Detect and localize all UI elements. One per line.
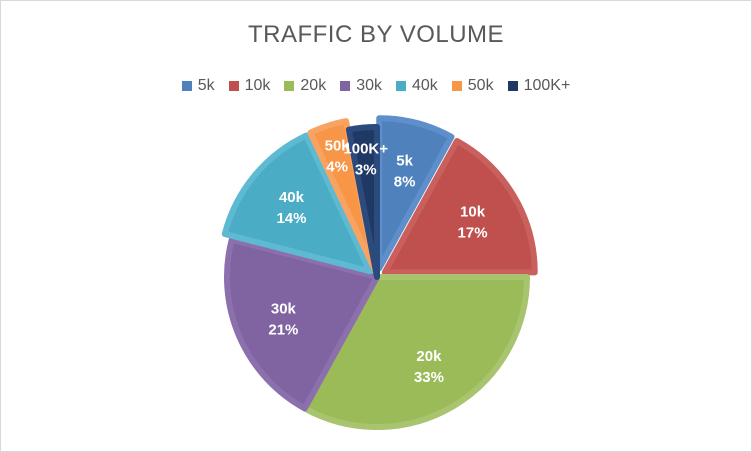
- legend-item: 100K+: [507, 77, 571, 95]
- data-label-category: 30k: [271, 301, 297, 318]
- legend-item: 40k: [395, 77, 438, 95]
- pie-slice-50k: [307, 118, 378, 272]
- pie-slice-10k: [381, 137, 538, 276]
- data-label-category: 10k: [460, 203, 486, 220]
- legend-swatch: [284, 81, 295, 91]
- legend-label: 20k: [300, 77, 327, 94]
- chart-legend: 5k 10k 20k 30k 40k 50k 100K+: [1, 77, 751, 95]
- data-label-percent: 8%: [394, 173, 416, 190]
- data-label-percent: 33%: [414, 369, 444, 386]
- legend-label: 50k: [467, 77, 494, 94]
- data-label-percent: 21%: [268, 322, 298, 339]
- legend-label: 10k: [244, 77, 271, 94]
- legend-item: 5k: [181, 77, 215, 95]
- pie-slice-20k: [301, 274, 530, 430]
- legend-label: 40k: [411, 77, 438, 94]
- pie-slice-30k: [224, 236, 380, 412]
- legend-swatch: [507, 81, 518, 91]
- legend-swatch: [451, 81, 462, 91]
- data-label-percent: 14%: [276, 210, 306, 227]
- data-label-category: 20k: [416, 348, 442, 365]
- chart-title: TRAFFIC BY VOLUME: [247, 21, 505, 48]
- legend-swatch: [181, 81, 192, 91]
- legend-label: 30k: [356, 77, 382, 94]
- data-label-category: 100K+: [343, 141, 388, 158]
- legend-swatch: [340, 81, 351, 91]
- legend-item: 20k: [284, 77, 326, 95]
- data-label-percent: 4%: [326, 158, 348, 175]
- pie-slice-100k: [345, 124, 380, 280]
- pie-slice-40k: [221, 132, 374, 275]
- legend-item: 50k: [451, 77, 494, 95]
- legend-item: 10k: [228, 77, 271, 95]
- legend-swatch: [228, 81, 239, 91]
- pie-slice-5k: [376, 115, 455, 272]
- legend-item: 30k: [340, 77, 382, 95]
- data-label-category: 40k: [279, 189, 305, 206]
- legend-label: 5k: [197, 77, 215, 94]
- data-label-percent: 17%: [458, 224, 488, 241]
- data-label-category: 50k: [325, 137, 351, 154]
- data-label-percent: 3%: [355, 162, 377, 179]
- legend-swatch: [395, 81, 406, 91]
- data-label-category: 5k: [396, 152, 413, 169]
- legend-label: 100K+: [523, 77, 571, 94]
